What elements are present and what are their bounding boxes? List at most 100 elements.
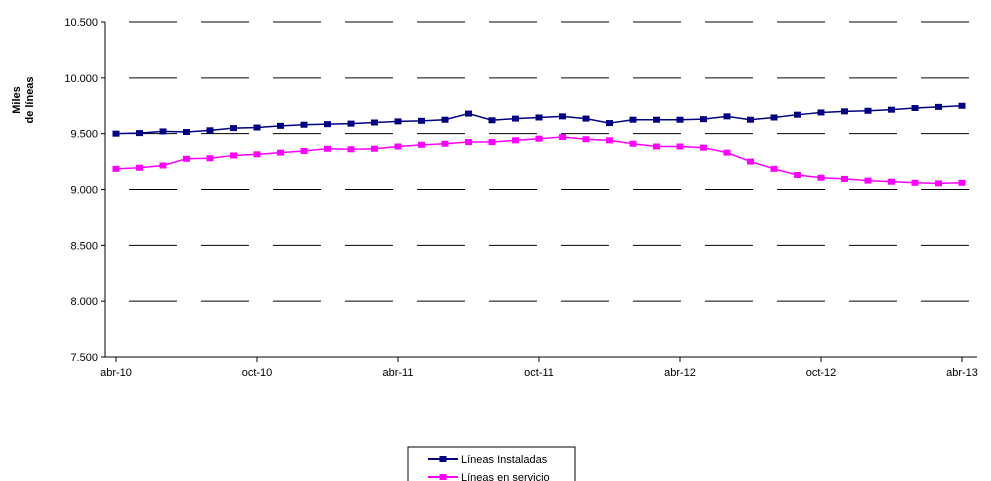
x-tick-label: oct-10 [242,367,273,379]
series-marker [676,143,684,150]
y-tick-label: 10.500 [64,17,98,29]
y-axis-label: Miles de líneas [11,76,36,123]
series-marker [441,140,449,147]
series-marker [300,121,308,128]
series-marker [606,120,613,127]
legend-label: Líneas Instaladas [461,454,548,466]
series-marker [559,113,566,120]
series-marker [512,137,519,144]
legend: Líneas Instaladas Líneas en servicio [407,446,576,481]
series-marker [958,179,966,186]
series-marker [183,155,190,162]
series-marker [582,136,590,143]
series-marker [136,164,143,171]
series-marker [159,128,167,135]
series-marker [747,116,754,123]
series-1 [112,102,966,137]
series-marker [159,162,167,169]
series-marker [535,135,543,142]
series-marker [559,134,566,141]
series-marker [465,110,472,117]
series-marker [394,118,402,125]
legend-swatch-marker [439,474,447,480]
y-tick-label: 8.500 [70,240,98,252]
series-marker [535,114,543,121]
x-tick-label: abr-11 [383,367,414,379]
y-axis-ticks: 7.500 8.000 8.500 9.000 9.500 10.000 10.500 [64,17,105,364]
y-tick-label: 9.000 [70,185,98,197]
series-marker [770,165,778,172]
series-marker [653,143,660,150]
series-marker [418,117,425,124]
series-line [115,136,963,185]
series-marker [723,149,731,156]
legend-swatch-marker [439,456,447,462]
series-marker [864,107,872,114]
series-marker [512,115,519,122]
series-marker [418,141,425,148]
series-marker [747,158,754,165]
series-marker [841,108,848,115]
legend-box [407,446,576,481]
x-axis-ticks: abr-10 oct-10 abr-11 oct-11 abr-12 oct-12 abr-… [100,357,978,379]
series-marker [183,128,190,135]
legend-label: Líneas en servicio [461,472,550,481]
x-tick-label: oct-12 [806,367,837,379]
series-marker [582,115,590,122]
series-marker [864,177,872,184]
series-marker [253,124,261,131]
series-marker [700,116,707,123]
series-marker [770,114,778,121]
series-marker [958,102,966,109]
series-marker [817,109,825,116]
series-marker [700,144,707,151]
series-marker [253,151,261,158]
series-marker [629,116,637,123]
series-marker [911,179,919,186]
series-marker [136,130,143,137]
series-marker [488,139,496,146]
grid-lines [105,21,977,302]
series-marker [488,117,496,124]
series-marker [206,155,214,162]
series-marker [841,175,848,182]
series-marker [935,103,942,110]
x-tick-label: oct-11 [524,367,554,379]
y-axis-label-line-2: de líneas [24,76,36,123]
series-marker [676,116,684,123]
y-axis-label-line-1: Miles [11,86,23,114]
series-2 [112,134,966,187]
series-marker [935,180,942,187]
series-marker [441,116,449,123]
series-marker [653,116,660,123]
series-marker [394,143,402,150]
series-marker [347,120,355,127]
series-marker [347,146,355,153]
series-marker [371,145,378,152]
y-tick-label: 9.500 [70,129,98,141]
data-series [112,102,966,187]
series-marker [277,149,284,156]
y-tick-label: 7.500 [70,352,98,364]
series-marker [794,111,801,118]
y-tick-label: 8.000 [70,296,98,308]
series-marker [465,139,472,146]
series-marker [324,121,331,128]
series-marker [300,147,308,154]
series-marker [324,145,331,152]
series-marker [794,171,801,178]
x-tick-label: abr-10 [100,367,132,379]
series-marker [888,178,895,185]
x-tick-label: abr-12 [664,367,696,379]
series-marker [911,104,919,111]
series-marker [230,125,237,132]
series-marker [371,119,378,126]
x-tick-label: abr-13 [946,367,978,379]
series-marker [629,140,637,147]
series-marker [606,137,613,144]
series-marker [112,130,120,137]
series-marker [723,113,731,120]
series-marker [230,152,237,159]
series-marker [888,106,895,113]
